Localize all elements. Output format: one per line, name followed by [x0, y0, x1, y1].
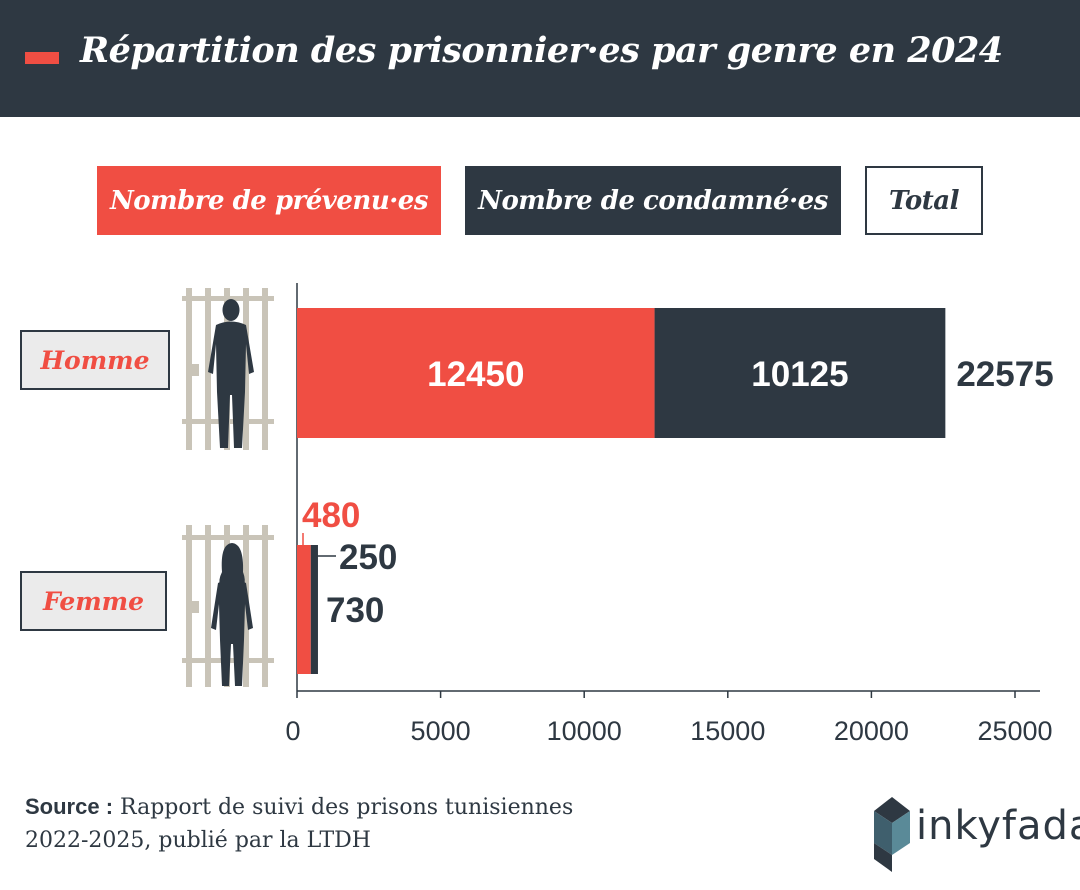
header-bar: Répartition des prisonnier·es par genre …: [0, 0, 1080, 117]
x-tick-label: 15000: [690, 716, 765, 746]
x-tick-label: 10000: [547, 716, 622, 746]
x-tick-label: 20000: [834, 716, 909, 746]
bar-chart: 0 5000 10000 15000 20000 25000 12450 10125 2257…: [182, 283, 1054, 746]
source-label: Source :: [25, 794, 114, 819]
category-label-homme: Homme: [20, 330, 170, 390]
data-label-prevenus-femme: 480: [302, 496, 360, 535]
x-tick-label: 5000: [411, 716, 471, 746]
bar-condamnes-homme: [654, 308, 946, 438]
category-label-femme: Femme: [20, 571, 167, 631]
bar-prevenus-homme: [297, 308, 655, 438]
total-label-homme: 22575: [956, 355, 1053, 394]
inkyfada-logo-icon: [874, 797, 910, 872]
total-label-femme: 730: [326, 591, 384, 630]
woman-silhouette-icon: [211, 543, 253, 686]
bar-prevenus-femme: [297, 545, 311, 674]
legend-condamnes: Nombre de condamné·es: [465, 166, 841, 235]
bar-condamnes-femme: [310, 545, 318, 674]
source-text: Rapport de suivi des prisons tunisiennes…: [25, 795, 574, 853]
header-accent-dash: [25, 52, 59, 64]
legend-prevenus: Nombre de prévenu·es: [97, 166, 441, 235]
data-label-condamnes-femme: 250: [339, 538, 397, 577]
x-tick-label: 0: [285, 716, 300, 746]
chart-title: Répartition des prisonnier·es par genre …: [80, 30, 1003, 71]
source-note: Source : Rapport de suivi des prisons tu…: [25, 790, 585, 857]
data-label-prevenus-homme: 12450: [427, 355, 524, 394]
legend-total: Total: [865, 166, 983, 235]
x-tick-label: 25000: [977, 716, 1052, 746]
data-label-condamnes-homme: 10125: [751, 355, 848, 394]
man-silhouette-icon: [208, 299, 254, 448]
brand-logo: inkyfada: [872, 797, 1080, 872]
brand-name: inkyfada: [916, 803, 1080, 849]
